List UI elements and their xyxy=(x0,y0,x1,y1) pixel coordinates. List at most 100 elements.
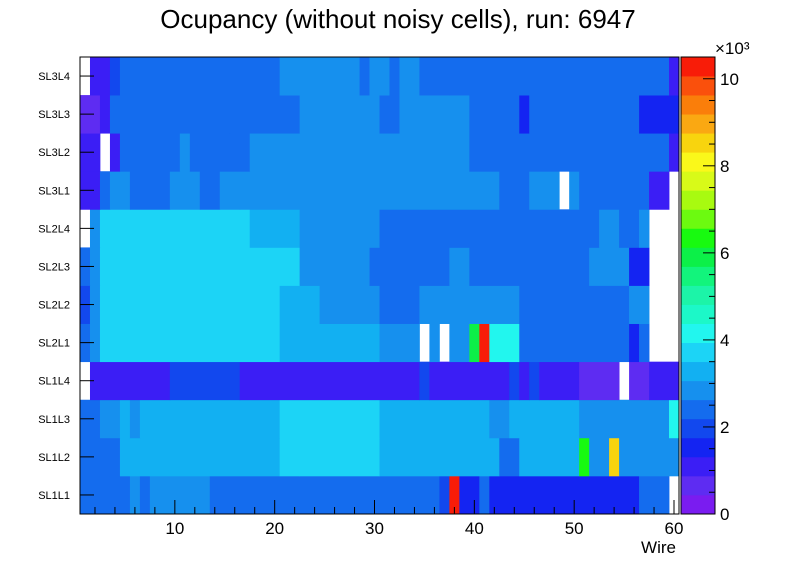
heatmap-cell-sl1l3 xyxy=(279,399,380,439)
heatmap-cell-sl3l4 xyxy=(449,57,670,96)
heatmap-cell-sl3l2 xyxy=(669,133,680,172)
heatmap-cell-sl1l2 xyxy=(99,437,121,477)
y-tick-label: SL1L4 xyxy=(38,376,70,388)
heatmap-cell-sl1l1 xyxy=(489,475,640,515)
heatmap-cell-sl2l4 xyxy=(229,209,251,248)
heatmap-cell-sl1l3 xyxy=(489,399,510,439)
colorbar-swatch xyxy=(681,247,715,267)
heatmap-cell-sl3l4 xyxy=(279,57,360,96)
colorbar-swatch xyxy=(681,494,715,515)
heatmap-cells xyxy=(80,57,680,515)
x-tick-label: 10 xyxy=(165,519,184,538)
heatmap-cell-sl1l2 xyxy=(279,437,301,477)
y-tick-label: SL2L1 xyxy=(38,338,70,350)
heatmap-cell-sl2l3 xyxy=(449,247,470,286)
heatmap-cell-sl3l1 xyxy=(129,171,171,210)
heatmap-cell-sl2l1 xyxy=(629,323,640,363)
heatmap-cell-sl2l3 xyxy=(469,247,590,286)
heatmap-cell-sl3l3 xyxy=(639,95,680,134)
colorbar-swatch xyxy=(681,57,715,77)
heatmap-cell-sl3l1 xyxy=(169,171,201,210)
heatmap-cell-sl2l1 xyxy=(519,323,630,363)
heatmap-cell-sl1l2 xyxy=(379,437,500,477)
heatmap-cell-sl3l4 xyxy=(119,57,281,96)
heatmap-cell-sl2l2 xyxy=(439,285,520,324)
heatmap-cell-sl1l3 xyxy=(379,399,490,439)
heatmap-cell-sl3l4 xyxy=(419,57,450,96)
heatmap-cell-sl3l1 xyxy=(499,171,530,210)
heatmap-cell-sl3l2 xyxy=(469,133,670,172)
colorbar-tick-label: 8 xyxy=(720,157,729,176)
heatmap-cell-sl2l1 xyxy=(279,323,380,363)
heatmap-cell-sl1l4 xyxy=(539,361,580,401)
heatmap-cell-sl2l4 xyxy=(639,209,650,248)
heatmap-cell-sl3l3 xyxy=(99,95,111,134)
y-tick-label: SL2L4 xyxy=(38,223,70,235)
x-tick-label: 30 xyxy=(365,519,384,538)
heatmap-cell-sl2l4 xyxy=(379,209,600,248)
x-tick-label: 60 xyxy=(665,519,684,538)
colorbar-swatch xyxy=(681,209,715,229)
heatmap-cell-sl3l4 xyxy=(359,57,370,96)
heatmap-cell-sl1l4 xyxy=(519,361,530,401)
colorbar-swatch xyxy=(681,475,715,496)
heatmap-cell-sl1l4 xyxy=(89,361,171,401)
heatmap-cell-sl1l2 xyxy=(499,437,520,477)
heatmap-cell-sl3l2 xyxy=(249,133,440,172)
heatmap-cell-sl1l4 xyxy=(579,361,620,401)
heatmap-cell-sl1l3 xyxy=(129,399,141,439)
heatmap-cell-sl1l4 xyxy=(169,361,241,401)
colorbar-tick-label: 4 xyxy=(720,331,729,350)
heatmap-cell-sl3l1 xyxy=(529,171,560,210)
heatmap-cell-sl2l2 xyxy=(629,285,650,324)
heatmap-cell-sl2l1 xyxy=(479,323,490,363)
y-tick-label: SL2L3 xyxy=(38,261,70,273)
heatmap-cell-sl1l4 xyxy=(649,361,680,401)
heatmap-cell-sl2l4 xyxy=(619,209,640,248)
heatmap-cell-sl3l1 xyxy=(579,171,650,210)
heatmap-cell-sl3l3 xyxy=(109,95,231,134)
heatmap-cell-sl1l3 xyxy=(119,399,131,439)
y-axis: SL1L1 SL1L2 SL1L3 SL1L4 SL2L1 SL2L2 SL2L3 SL2L4… xyxy=(38,71,94,502)
heatmap-cell-sl1l2 xyxy=(119,437,281,477)
heatmap-cell-sl2l1 xyxy=(469,323,480,363)
heatmap-cell-sl2l2 xyxy=(519,285,530,324)
heatmap-cell-sl2l1 xyxy=(139,323,161,363)
colorbar-swatch xyxy=(681,190,715,210)
heatmap-cell-sl3l1 xyxy=(109,171,131,210)
heatmap-cell-sl2l3 xyxy=(369,247,450,286)
heatmap-cell-sl1l3 xyxy=(509,399,550,439)
heatmap-cell-sl3l3 xyxy=(519,95,530,134)
y-tick-label: SL1L1 xyxy=(38,490,70,502)
heatmap-cell-sl1l1 xyxy=(109,475,121,515)
heatmap-cell-sl1l4 xyxy=(419,361,430,401)
heatmap-cell-sl2l4 xyxy=(99,209,141,248)
heatmap-cell-sl3l1 xyxy=(649,171,670,210)
heatmap-cell-sl3l1 xyxy=(239,171,500,210)
heatmap-cell-sl2l4 xyxy=(299,209,380,248)
heatmap-cell-sl1l2 xyxy=(579,437,590,477)
heatmap-cell-sl3l4 xyxy=(399,57,420,96)
heatmap-cell-sl1l1 xyxy=(439,475,450,515)
colorbar-swatch xyxy=(681,133,715,153)
heatmap-cell-sl2l4 xyxy=(599,209,620,248)
x-axis: 10 20 30 40 50 60 xyxy=(94,500,684,538)
heatmap-cell-sl3l4 xyxy=(669,57,680,96)
heatmap-cell-sl2l4 xyxy=(249,209,301,248)
heatmap-cell-sl2l3 xyxy=(629,247,650,286)
colorbar-swatch xyxy=(681,114,715,134)
colorbar-swatch xyxy=(681,323,715,344)
colorbar-tick-label: 6 xyxy=(720,244,729,263)
colorbar-multiplier: ×10³ xyxy=(715,39,750,58)
heatmap-cell-sl3l2 xyxy=(119,133,181,172)
heatmap-cell-sl2l1 xyxy=(379,323,420,363)
heatmap-cell-sl1l1 xyxy=(459,475,480,515)
colorbar-swatch xyxy=(681,456,715,477)
heatmap-cell-sl3l4 xyxy=(369,57,390,96)
x-tick-label: 20 xyxy=(265,519,284,538)
heatmap-cell-sl3l1 xyxy=(99,171,111,210)
heatmap-cell-sl3l1 xyxy=(569,171,580,210)
colorbar-swatch xyxy=(681,285,715,305)
heatmap-cell-sl2l2 xyxy=(99,285,151,324)
